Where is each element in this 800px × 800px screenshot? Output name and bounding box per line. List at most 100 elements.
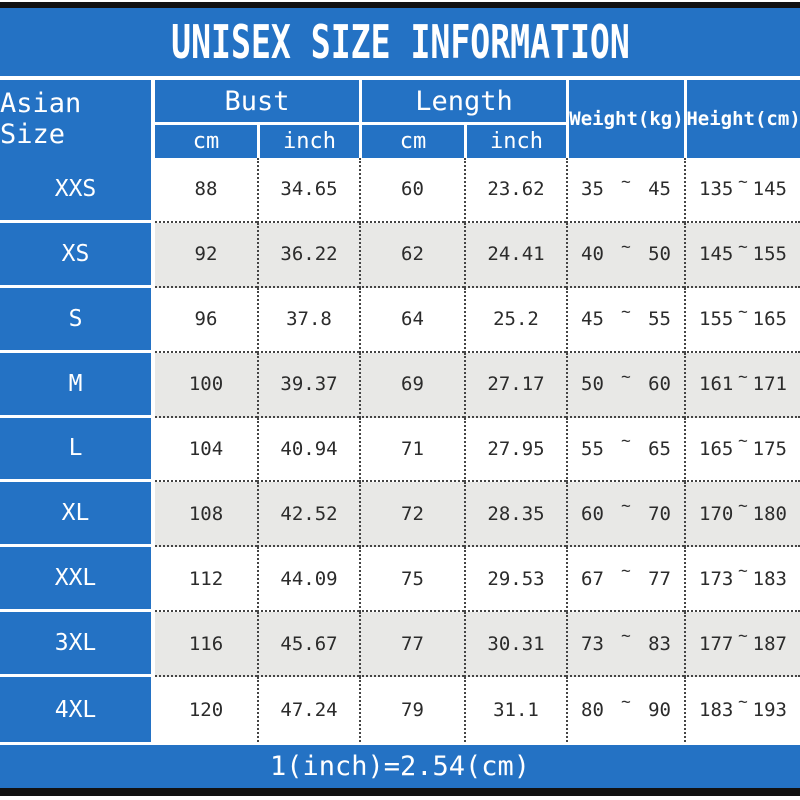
weight-min: 50 [581, 373, 604, 396]
length-inch-cell: 23.62 [464, 158, 566, 223]
length-cm-cell: 77 [359, 612, 464, 678]
length-cm-cell: 72 [359, 482, 464, 548]
weight-min: 40 [581, 243, 604, 266]
bust-inch-cell: 37.8 [257, 287, 359, 353]
header-weight: Weight(kg) [566, 80, 684, 158]
length-inch-cell: 29.53 [464, 547, 566, 613]
height-range-cell: 145 ~155 [684, 222, 800, 288]
bust-cm-cell: 108 [155, 482, 257, 548]
weight-max: 45 [648, 178, 671, 201]
length-inch-cell: 30.31 [464, 612, 566, 678]
bust-cm-cell: 96 [155, 287, 257, 353]
tilde-separator: ~ [738, 692, 748, 712]
height-max: 155 [752, 243, 787, 266]
length-inch-cell: 24.41 [464, 222, 566, 288]
size-label: XXS [0, 158, 155, 223]
weight-range-cell: 55 ~65 [566, 417, 684, 483]
tilde-separator: ~ [738, 626, 748, 646]
height-range-cell: 173 ~183 [684, 547, 800, 613]
bust-inch-cell: 42.52 [257, 482, 359, 548]
size-label: XXL [0, 547, 155, 613]
weight-min: 55 [581, 437, 604, 460]
weight-min: 60 [581, 502, 604, 525]
weight-range-cell: 45 ~55 [566, 287, 684, 353]
height-min: 135 [699, 178, 734, 201]
weight-range-cell: 73 ~83 [566, 612, 684, 678]
height-max: 165 [752, 308, 787, 331]
bust-inch-cell: 36.22 [257, 222, 359, 288]
height-max: 145 [752, 178, 787, 201]
tilde-separator: ~ [738, 561, 748, 581]
tilde-separator: ~ [738, 171, 748, 191]
height-range-cell: 165 ~175 [684, 417, 800, 483]
length-cm-cell: 69 [359, 352, 464, 418]
weight-range-cell: 67 ~77 [566, 547, 684, 613]
size-label: 4XL [0, 677, 155, 742]
conversion-note: 1(inch)=2.54(cm) [269, 751, 531, 782]
tilde-separator: ~ [738, 496, 748, 516]
length-cm-cell: 60 [359, 158, 464, 223]
weight-min: 80 [581, 698, 604, 721]
height-min: 170 [699, 502, 734, 525]
tilde-separator: ~ [738, 431, 748, 451]
header-length-cm: cm [359, 122, 464, 158]
bust-inch-cell: 40.94 [257, 417, 359, 483]
bust-inch-cell: 39.37 [257, 352, 359, 418]
height-range-cell: 161 ~171 [684, 352, 800, 418]
length-cm-cell: 71 [359, 417, 464, 483]
tilde-separator: ~ [738, 301, 748, 321]
weight-min: 73 [581, 632, 604, 655]
bust-cm-cell: 120 [155, 677, 257, 742]
height-max: 180 [752, 502, 787, 525]
tilde-separator: ~ [621, 301, 631, 321]
bust-inch-cell: 45.67 [257, 612, 359, 678]
size-label: XL [0, 482, 155, 548]
bust-cm-cell: 104 [155, 417, 257, 483]
weight-max: 50 [648, 243, 671, 266]
height-range-cell: 135 ~145 [684, 158, 800, 223]
height-min: 177 [699, 632, 734, 655]
height-range-cell: 177 ~187 [684, 612, 800, 678]
length-inch-cell: 27.95 [464, 417, 566, 483]
top-black-bar [0, 2, 800, 8]
weight-max: 83 [648, 632, 671, 655]
height-min: 155 [699, 308, 734, 331]
header-length-inch: inch [464, 122, 566, 158]
length-cm-cell: 62 [359, 222, 464, 288]
length-cm-cell: 75 [359, 547, 464, 613]
weight-range-cell: 35 ~45 [566, 158, 684, 223]
weight-max: 60 [648, 373, 671, 396]
weight-range-cell: 80 ~90 [566, 677, 684, 742]
weight-max: 77 [648, 567, 671, 590]
bust-cm-cell: 92 [155, 222, 257, 288]
tilde-separator: ~ [621, 561, 631, 581]
header-bust-inch: inch [257, 122, 359, 158]
header-length: Length [359, 80, 566, 122]
height-min: 183 [699, 698, 734, 721]
tilde-separator: ~ [621, 692, 631, 712]
tilde-separator: ~ [621, 171, 631, 191]
bottom-black-bar [0, 788, 800, 796]
length-inch-cell: 27.17 [464, 352, 566, 418]
height-min: 145 [699, 243, 734, 266]
height-range-cell: 155 ~165 [684, 287, 800, 353]
header-bust: Bust [155, 80, 359, 122]
bust-inch-cell: 47.24 [257, 677, 359, 742]
height-max: 187 [752, 632, 787, 655]
length-inch-cell: 31.1 [464, 677, 566, 742]
weight-range-cell: 60 ~70 [566, 482, 684, 548]
length-cm-cell: 79 [359, 677, 464, 742]
weight-min: 45 [581, 308, 604, 331]
tilde-separator: ~ [621, 236, 631, 256]
footer-band: 1(inch)=2.54(cm) [0, 745, 800, 788]
length-inch-cell: 28.35 [464, 482, 566, 548]
height-max: 175 [752, 437, 787, 460]
weight-range-cell: 40 ~50 [566, 222, 684, 288]
tilde-separator: ~ [621, 366, 631, 386]
height-max: 171 [752, 373, 787, 396]
divider [0, 742, 800, 745]
height-min: 165 [699, 437, 734, 460]
size-label: S [0, 287, 155, 353]
weight-max: 90 [648, 698, 671, 721]
